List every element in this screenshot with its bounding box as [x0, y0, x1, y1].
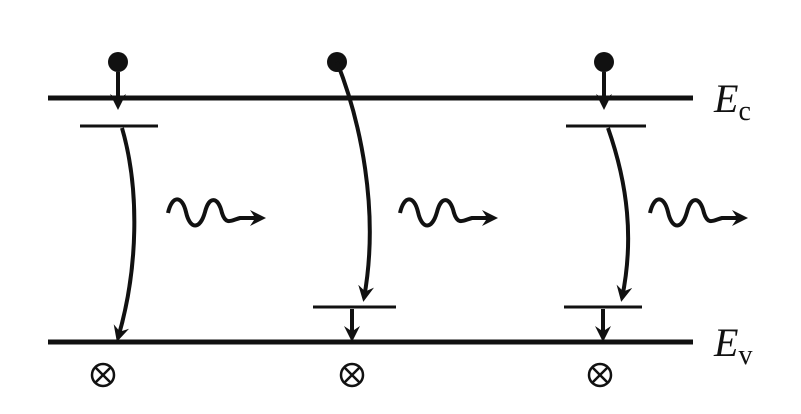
hole-1 — [90, 362, 116, 388]
hole-cross-b-2 — [343, 366, 361, 384]
hole-3 — [587, 362, 613, 388]
valence-band-subscript: v — [738, 340, 752, 371]
photon-wave-1 — [166, 197, 266, 228]
photon-1 — [166, 197, 266, 228]
hole-cross-b-1 — [94, 366, 112, 384]
hole-cross-b-3 — [591, 366, 609, 384]
photon-wave-3 — [648, 197, 748, 228]
transition-3 — [564, 52, 748, 388]
valence-band-label: Ev — [713, 320, 752, 371]
recombination-arrow-1 — [113, 127, 137, 342]
transition-1 — [80, 52, 266, 388]
photon-wave-2 — [398, 197, 498, 228]
conduction-band-letter: E — [713, 76, 738, 121]
conduction-band-subscript: c — [738, 96, 750, 127]
hole-2 — [339, 362, 365, 388]
transition-2 — [313, 52, 498, 388]
conduction-band-label: Ec — [713, 76, 751, 127]
electron-3 — [594, 52, 614, 72]
recombination-arrow-3 — [606, 127, 633, 302]
photon-2 — [398, 197, 498, 228]
photon-3 — [648, 197, 748, 228]
electron-1 — [108, 52, 128, 72]
valence-band-letter: E — [713, 320, 738, 365]
recombination-arrow-2 — [335, 61, 375, 302]
